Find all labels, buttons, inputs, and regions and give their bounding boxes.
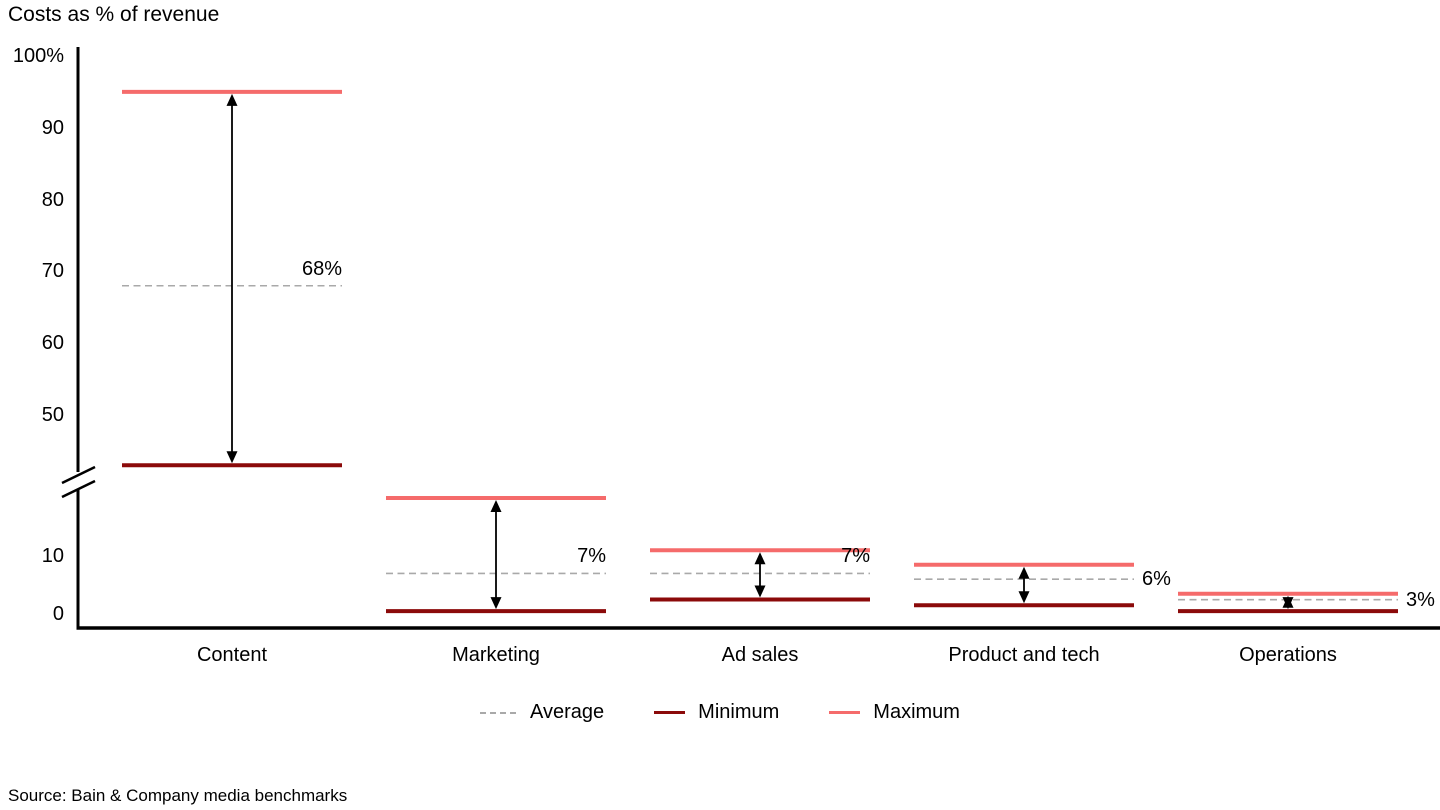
y-tick-label: 10 <box>41 545 64 567</box>
category-label: Marketing <box>452 644 540 666</box>
y-tick-label: 50 <box>41 404 64 426</box>
y-tick-label: 70 <box>41 260 64 283</box>
category-label: Product and tech <box>948 644 1100 666</box>
range-arrow-head-up-icon <box>1018 566 1030 579</box>
chart-title: Costs as % of revenue <box>8 3 220 26</box>
category-label: Content <box>196 644 268 666</box>
legend-label-minimum: Minimum <box>698 701 780 723</box>
range-arrow-head-up-icon <box>754 552 766 565</box>
average-line-swatch-icon <box>480 711 518 714</box>
source-note: Source: Bain & Company media benchmarks <box>8 786 348 805</box>
range-arrow-head-up-icon <box>226 93 238 106</box>
legend-item-maximum: Maximum <box>829 701 960 724</box>
avg-value-label: 68% <box>301 257 342 280</box>
avg-value-label: 6% <box>1142 568 1171 591</box>
category-label: Operations <box>1239 644 1337 666</box>
minimum-line-swatch-icon <box>654 711 686 714</box>
avg-value-label: 7% <box>577 545 606 568</box>
maximum-line-swatch-icon <box>829 711 861 714</box>
range-arrow-head-down-icon <box>490 597 502 610</box>
legend: Average Minimum Maximum <box>0 701 1440 724</box>
legend-label-average: Average <box>530 701 605 723</box>
axis-break-icon <box>61 465 96 485</box>
y-tick-label: 80 <box>41 188 64 211</box>
category-label: Ad sales <box>721 644 799 666</box>
range-arrow-head-down-icon <box>754 585 766 598</box>
y-tick-label: 60 <box>41 332 64 355</box>
legend-item-minimum: Minimum <box>654 701 779 724</box>
avg-value-label: 3% <box>1406 588 1435 611</box>
y-tick-label: 100% <box>12 45 64 67</box>
range-arrow-head-down-icon <box>226 451 238 464</box>
range-arrow-head-up-icon <box>490 500 502 512</box>
legend-item-average: Average <box>480 701 604 724</box>
range-arrow-head-down-icon <box>1018 591 1030 604</box>
axis-break-icon <box>61 479 96 499</box>
range-arrow-head-down-icon <box>1282 597 1294 610</box>
y-tick-label: 0 <box>52 603 64 625</box>
legend-label-maximum: Maximum <box>873 701 960 723</box>
y-tick-label: 90 <box>41 116 64 139</box>
avg-value-label: 7% <box>841 545 870 568</box>
